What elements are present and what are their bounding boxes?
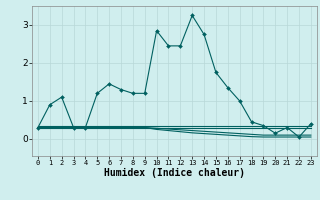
X-axis label: Humidex (Indice chaleur): Humidex (Indice chaleur) [104, 168, 245, 178]
